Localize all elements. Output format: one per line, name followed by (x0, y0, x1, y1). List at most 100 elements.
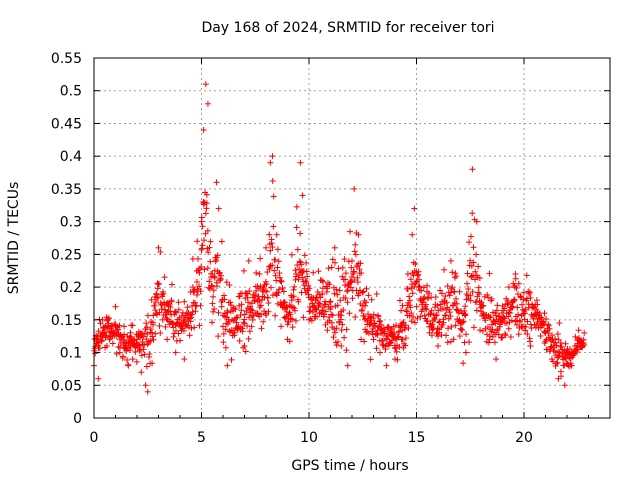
data-point (517, 318, 524, 325)
data-point (417, 313, 424, 320)
data-point (466, 239, 473, 246)
data-point (393, 322, 400, 329)
data-point (162, 323, 169, 330)
data-point (367, 314, 374, 321)
data-point (515, 311, 522, 318)
data-point (228, 302, 235, 309)
data-point (452, 270, 459, 277)
data-point (494, 302, 501, 309)
data-point (143, 363, 150, 370)
data-point (372, 322, 379, 329)
data-point (373, 345, 380, 352)
data-point (243, 308, 250, 315)
data-point (275, 258, 282, 265)
data-point (249, 316, 256, 323)
data-point (368, 296, 375, 303)
data-point (341, 334, 348, 341)
data-point (383, 336, 390, 343)
data-point (453, 306, 460, 313)
data-point (257, 255, 264, 262)
data-point (373, 291, 380, 298)
data-point (411, 205, 418, 212)
data-point (245, 257, 252, 264)
data-point (317, 294, 324, 301)
data-point (453, 300, 460, 307)
data-point (206, 244, 213, 251)
data-point (515, 331, 522, 338)
data-point (168, 297, 175, 304)
data-point (299, 274, 306, 281)
data-point (424, 295, 431, 302)
data-point (291, 307, 298, 314)
data-point (237, 290, 244, 297)
data-point (293, 224, 300, 231)
data-point (325, 265, 332, 272)
data-point (351, 268, 358, 275)
data-point (140, 333, 147, 340)
data-point (445, 325, 452, 332)
data-point (331, 329, 338, 336)
data-point (349, 257, 355, 264)
data-point (501, 305, 508, 312)
data-point (468, 273, 475, 280)
data-point (266, 266, 273, 273)
data-point (112, 303, 119, 310)
data-point (264, 294, 271, 301)
data-point (150, 312, 157, 319)
data-point (331, 290, 338, 297)
data-point (240, 319, 247, 326)
data-point (421, 312, 428, 319)
data-point (109, 340, 116, 347)
data-point (238, 307, 245, 314)
data-point (336, 319, 343, 326)
data-point (423, 306, 430, 313)
data-point (363, 285, 370, 292)
data-point (232, 306, 239, 313)
data-point (418, 287, 425, 294)
data-point (476, 291, 483, 298)
data-point (428, 332, 435, 339)
data-point (273, 231, 280, 238)
data-point (113, 323, 120, 330)
data-point (494, 327, 501, 334)
data-point (234, 314, 241, 321)
data-point (211, 267, 218, 274)
data-point (292, 276, 299, 283)
data-point (246, 314, 253, 321)
data-point (189, 308, 196, 315)
data-point (505, 313, 512, 320)
data-point (220, 339, 227, 346)
data-point (480, 302, 487, 309)
y-tick-label: 0.3 (60, 215, 82, 231)
data-point (293, 203, 300, 210)
data-point (149, 329, 156, 336)
data-point (116, 349, 123, 356)
data-point (296, 266, 303, 273)
data-point (545, 321, 552, 328)
data-point (328, 264, 335, 271)
data-point (133, 358, 140, 365)
data-point (434, 333, 441, 340)
data-point (220, 330, 227, 337)
data-point (146, 351, 153, 358)
data-point (393, 348, 400, 355)
data-point (438, 290, 445, 297)
data-point (514, 304, 521, 311)
data-point (449, 269, 456, 276)
data-point (156, 309, 163, 316)
data-point (286, 302, 293, 309)
data-point (305, 291, 312, 298)
data-point (143, 320, 150, 327)
data-point (554, 359, 561, 366)
data-point (348, 264, 355, 271)
data-point (203, 191, 210, 198)
data-point (469, 288, 476, 295)
data-point (154, 285, 161, 292)
data-point (523, 272, 530, 279)
data-point (488, 295, 495, 302)
data-point (210, 287, 217, 294)
data-point (362, 302, 369, 309)
data-point (238, 301, 245, 308)
data-point (310, 269, 317, 276)
data-point (524, 318, 531, 325)
